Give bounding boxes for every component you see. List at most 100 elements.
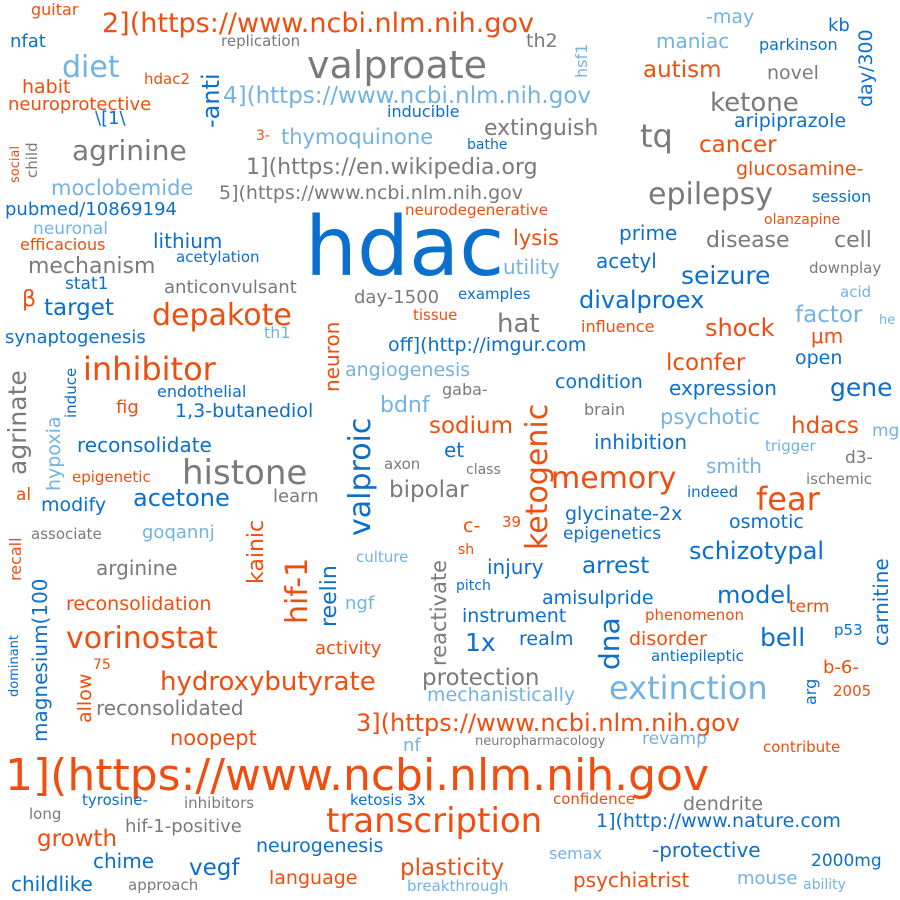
word-sh: sh [458, 542, 475, 558]
word-acetone: acetone [133, 484, 230, 512]
word-hsf1: hsf1 [572, 43, 591, 78]
word-reconsolidated: reconsolidated [96, 696, 244, 720]
word-extinguish: extinguish [484, 116, 599, 141]
word-aripiprazole: aripiprazole [734, 110, 847, 132]
word-vegf: vegf [189, 855, 240, 881]
word-expression: expression [669, 376, 777, 400]
word-instrument: instrument [462, 605, 567, 627]
word-hdacs: hdacs [791, 413, 859, 439]
word-protection: protection [422, 665, 540, 691]
word-ketone: ketone [710, 88, 799, 118]
word-reactivate: reactivate [427, 559, 451, 666]
word-fig: fig [116, 397, 139, 418]
word-bipolar: bipolar [389, 477, 469, 503]
word-replication: replication [221, 32, 301, 50]
word-kb: kb [828, 15, 850, 36]
word-memory: memory [551, 461, 677, 496]
word-inhibition: inhibition [594, 430, 688, 454]
word-allow: allow [74, 673, 96, 723]
word-sodium: sodium [429, 413, 514, 439]
word-carnitine: carnitine [869, 558, 893, 646]
word-amisulpride: amisulpride [542, 587, 654, 609]
word-culture: culture [356, 548, 409, 566]
word-glucosamine: glucosamine- [736, 158, 864, 180]
word-disorder: disorder [629, 628, 707, 650]
word-may: -may [706, 6, 755, 28]
word-neuronal: neuronal [33, 219, 108, 239]
word-beta: β [22, 287, 37, 312]
word-39: 39 [502, 513, 522, 531]
word-schizotypal: schizotypal [689, 537, 825, 565]
word-modify: modify [41, 494, 107, 516]
word-phenomenon: phenomenon [645, 606, 744, 624]
word-histone: histone [182, 453, 308, 493]
word-ketogenic: ketogenic [520, 403, 555, 550]
word-reelin: reelin [317, 565, 342, 627]
word-realm: realm [519, 628, 574, 650]
word-shock: shock [705, 314, 775, 342]
word-downplay: downplay [809, 259, 882, 277]
word-long: long [29, 805, 62, 823]
word-contribute: contribute [763, 738, 841, 756]
word-nfat: nfat [10, 31, 46, 52]
word-moclobemide: moclobemide [51, 176, 194, 200]
word-d3: d3- [845, 448, 873, 468]
word-breakthrough: breakthrough [407, 877, 509, 895]
word-brain: brain [584, 400, 626, 419]
word-osmotic: osmotic [729, 511, 804, 533]
word-indeed: indeed [687, 483, 739, 501]
word-ischemic: ischemic [806, 470, 872, 488]
word-1x: 1x [465, 628, 496, 657]
word-epigenetic: epigenetic [72, 468, 151, 486]
word-bell: bell [760, 623, 806, 652]
word-depakote: depakote [152, 298, 292, 333]
word-mechanistically: mechanistically [427, 684, 576, 706]
word-hypoxia: hypoxia [43, 416, 65, 491]
word-disease: disease [706, 228, 790, 253]
word-factor: factor [795, 302, 863, 328]
word-agrinate: agrinate [3, 370, 32, 475]
word-day-300: day/300 [855, 29, 877, 107]
word-inhibitors: inhibitors [184, 794, 255, 812]
word-confidence: confidence [553, 790, 636, 808]
word-examples: examples [458, 285, 531, 303]
word-autism: autism [643, 57, 722, 83]
word-angiogenesis: angiogenesis [345, 359, 471, 381]
word-goqannj: goqannj [142, 522, 215, 543]
word-diet: diet [62, 50, 120, 85]
word-lysis: lysis [513, 226, 559, 250]
word-guitar: guitar [31, 0, 79, 19]
word-social: social [8, 145, 23, 183]
word-growth: growth [37, 826, 118, 852]
word-synaptogenesis: synaptogenesis [5, 327, 146, 348]
word-gene: gene [830, 373, 893, 402]
word-hat: hat [497, 309, 540, 339]
word-prime: prime [619, 221, 678, 245]
word-c: c- [463, 515, 481, 537]
word-efficacious: efficacious [20, 235, 106, 254]
word-lithium: lithium [153, 229, 223, 253]
word-2000mg: 2000mg [811, 851, 882, 871]
word-dna: dna [593, 617, 626, 670]
word-acid: acid [840, 283, 872, 301]
word-th2: th2 [526, 30, 558, 52]
word-cell: cell [834, 228, 872, 253]
word-ketosis-3x: ketosis 3x [350, 791, 426, 809]
word-glycinate-2x: glycinate-2x [565, 503, 683, 525]
word-axon: axon [384, 455, 421, 473]
word-ncbi-link-1: 1](https://www.ncbi.nlm.nih.gov [5, 750, 709, 801]
word-dominant: dominant [7, 634, 22, 697]
word-habit: habit [22, 76, 71, 98]
word-trigger: trigger [765, 437, 816, 455]
word-seizure: seizure [681, 261, 771, 290]
word-hif-1-positive: hif-1-positive [125, 816, 242, 837]
word-ncbi-link-5: 5](https://www.ncbi.nlm.nih.gov [219, 182, 523, 204]
word-chime: chime [93, 849, 155, 873]
word-semax: semax [549, 844, 603, 863]
word-hdac2: hdac2 [144, 70, 191, 88]
word-language: language [269, 867, 358, 889]
word-approach: approach [128, 876, 199, 894]
word-neuroprotective: neuroprotective [8, 94, 152, 115]
word-class: class [466, 462, 501, 478]
word-revamp: revamp [642, 729, 707, 749]
